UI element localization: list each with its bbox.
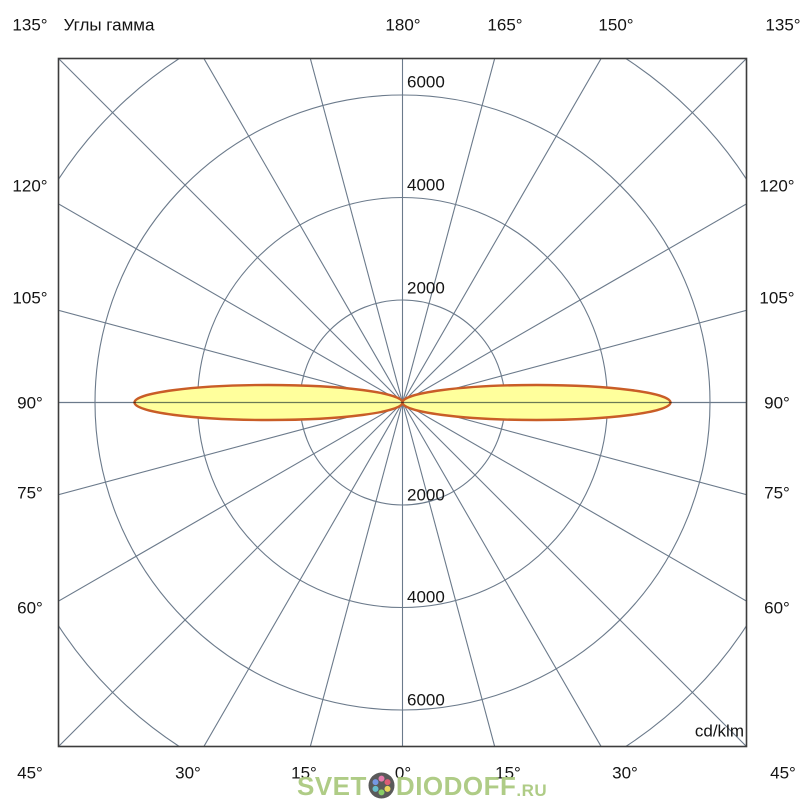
angle-label-right-90: 90°: [764, 393, 790, 413]
angle-label-left-90: 90°: [17, 393, 43, 413]
angle-label-left-60: 60°: [17, 598, 43, 618]
plot-border: [57, 57, 748, 748]
diagram-title: Углы гамма: [63, 15, 155, 35]
angle-label-top-165: 165°: [487, 15, 523, 35]
watermark: SVET DIODOFF .RU: [297, 771, 547, 800]
angle-label-top-135r: 135°: [765, 15, 800, 35]
angle-label-left-120: 120°: [12, 176, 48, 196]
watermark-text-tld: .RU: [516, 781, 548, 800]
radial-tick-2000-bottom: 2000: [407, 485, 445, 505]
unit-label: cd/klm: [694, 721, 744, 741]
watermark-text-prefix: SVET: [297, 770, 367, 800]
angle-label-bottom-30r: 30°: [612, 763, 638, 783]
angle-label-right-105: 105°: [759, 288, 795, 308]
angle-label-bottom-30l: 30°: [175, 763, 201, 783]
angle-label-bottom-45l: 45°: [17, 763, 43, 783]
radial-tick-4000-bottom: 4000: [407, 587, 445, 607]
angle-label-bottom-15l: 15°: [291, 763, 317, 783]
angle-label-bottom-0: 0°: [394, 763, 412, 783]
watermark-logo-icon: [368, 772, 395, 799]
angle-label-top-180: 180°: [385, 15, 421, 35]
angle-label-right-60: 60°: [764, 598, 790, 618]
angle-label-top-135l: 135°: [12, 15, 48, 35]
radial-tick-4000-top: 4000: [407, 175, 445, 195]
angle-label-top-150: 150°: [598, 15, 634, 35]
radial-tick-6000-top: 6000: [407, 72, 445, 92]
angle-label-left-105: 105°: [12, 288, 48, 308]
radial-tick-6000-bottom: 6000: [407, 690, 445, 710]
angle-label-right-120: 120°: [759, 176, 795, 196]
beam-curve: [58, 383, 747, 422]
watermark-text-main: DIODOFF: [395, 770, 517, 800]
angle-label-bottom-45r: 45°: [770, 763, 796, 783]
angle-label-right-75: 75°: [764, 483, 790, 503]
angle-label-left-75: 75°: [17, 483, 43, 503]
angle-label-bottom-15r: 15°: [495, 763, 521, 783]
radial-tick-2000-top: 2000: [407, 278, 445, 298]
